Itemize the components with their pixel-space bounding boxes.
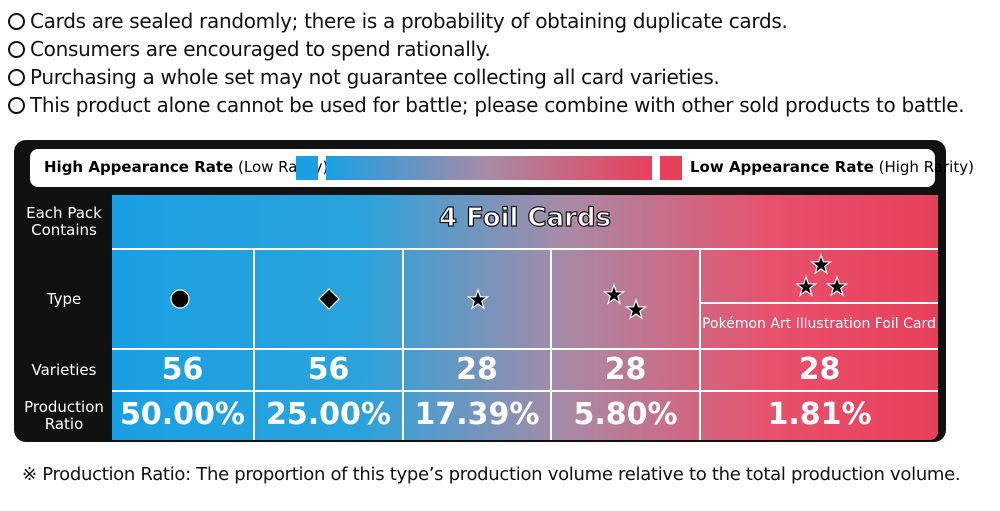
diamond-symbol <box>318 288 340 310</box>
star-symbol <box>625 299 647 319</box>
ratio-value: 50.00% <box>120 397 245 432</box>
bullet <box>8 69 25 86</box>
varieties-value: 56 <box>307 352 350 387</box>
divider <box>700 302 938 304</box>
divider <box>402 248 404 440</box>
varieties-value: 28 <box>604 352 647 387</box>
bullet <box>8 97 25 114</box>
legend-low-note: (High Rarity) <box>878 158 974 176</box>
varieties-value: 56 <box>161 352 204 387</box>
star-symbol <box>826 276 848 296</box>
row-label: Each Pack Contains <box>26 204 102 239</box>
row-label: Type <box>46 289 82 308</box>
star-symbol <box>810 254 832 274</box>
note: Purchasing a whole set may not guarantee… <box>30 65 720 89</box>
divider <box>699 248 701 440</box>
ratio-value: 1.81% <box>767 397 872 432</box>
row-label: Production Ratio <box>24 398 104 433</box>
divider <box>550 248 552 440</box>
varieties-value: 28 <box>798 352 841 387</box>
legend-low-label: Low Appearance Rate <box>690 158 874 176</box>
divider <box>112 248 938 250</box>
row-label: Varieties <box>31 360 97 379</box>
divider <box>112 390 938 392</box>
circle-symbol <box>170 289 190 309</box>
star-symbol <box>795 276 817 296</box>
note: This product alone cannot be used for ba… <box>30 93 965 117</box>
divider <box>112 348 938 350</box>
ratio-value: 5.80% <box>573 397 678 432</box>
gradient-bar <box>326 156 652 180</box>
bullet <box>8 41 25 58</box>
type-caption: Pokémon Art Illustration Foil Card <box>702 316 936 332</box>
swatch <box>660 156 682 180</box>
footnote: ※ Production Ratio: The proportion of th… <box>22 464 961 485</box>
legend-low: Low Appearance Rate (High Rarity) <box>690 158 974 176</box>
contains-value: 4 Foil Cards <box>438 202 612 233</box>
star-symbol <box>466 288 490 310</box>
varieties-value: 28 <box>456 352 498 387</box>
swatch <box>296 156 318 180</box>
divider <box>253 248 255 440</box>
ratio-value: 17.39% <box>414 397 540 432</box>
bullet <box>8 13 25 30</box>
star-symbol <box>603 284 625 304</box>
note: Cards are sealed randomly; there is a pr… <box>30 9 788 33</box>
legend-high-label: High Appearance Rate <box>44 158 234 176</box>
legend: High Appearance Rate (Low Rarity) Low Ap… <box>30 149 974 187</box>
ratio-value: 25.00% <box>266 397 391 432</box>
gradient-area <box>112 195 938 440</box>
note: Consumers are encouraged to spend ration… <box>30 37 491 61</box>
